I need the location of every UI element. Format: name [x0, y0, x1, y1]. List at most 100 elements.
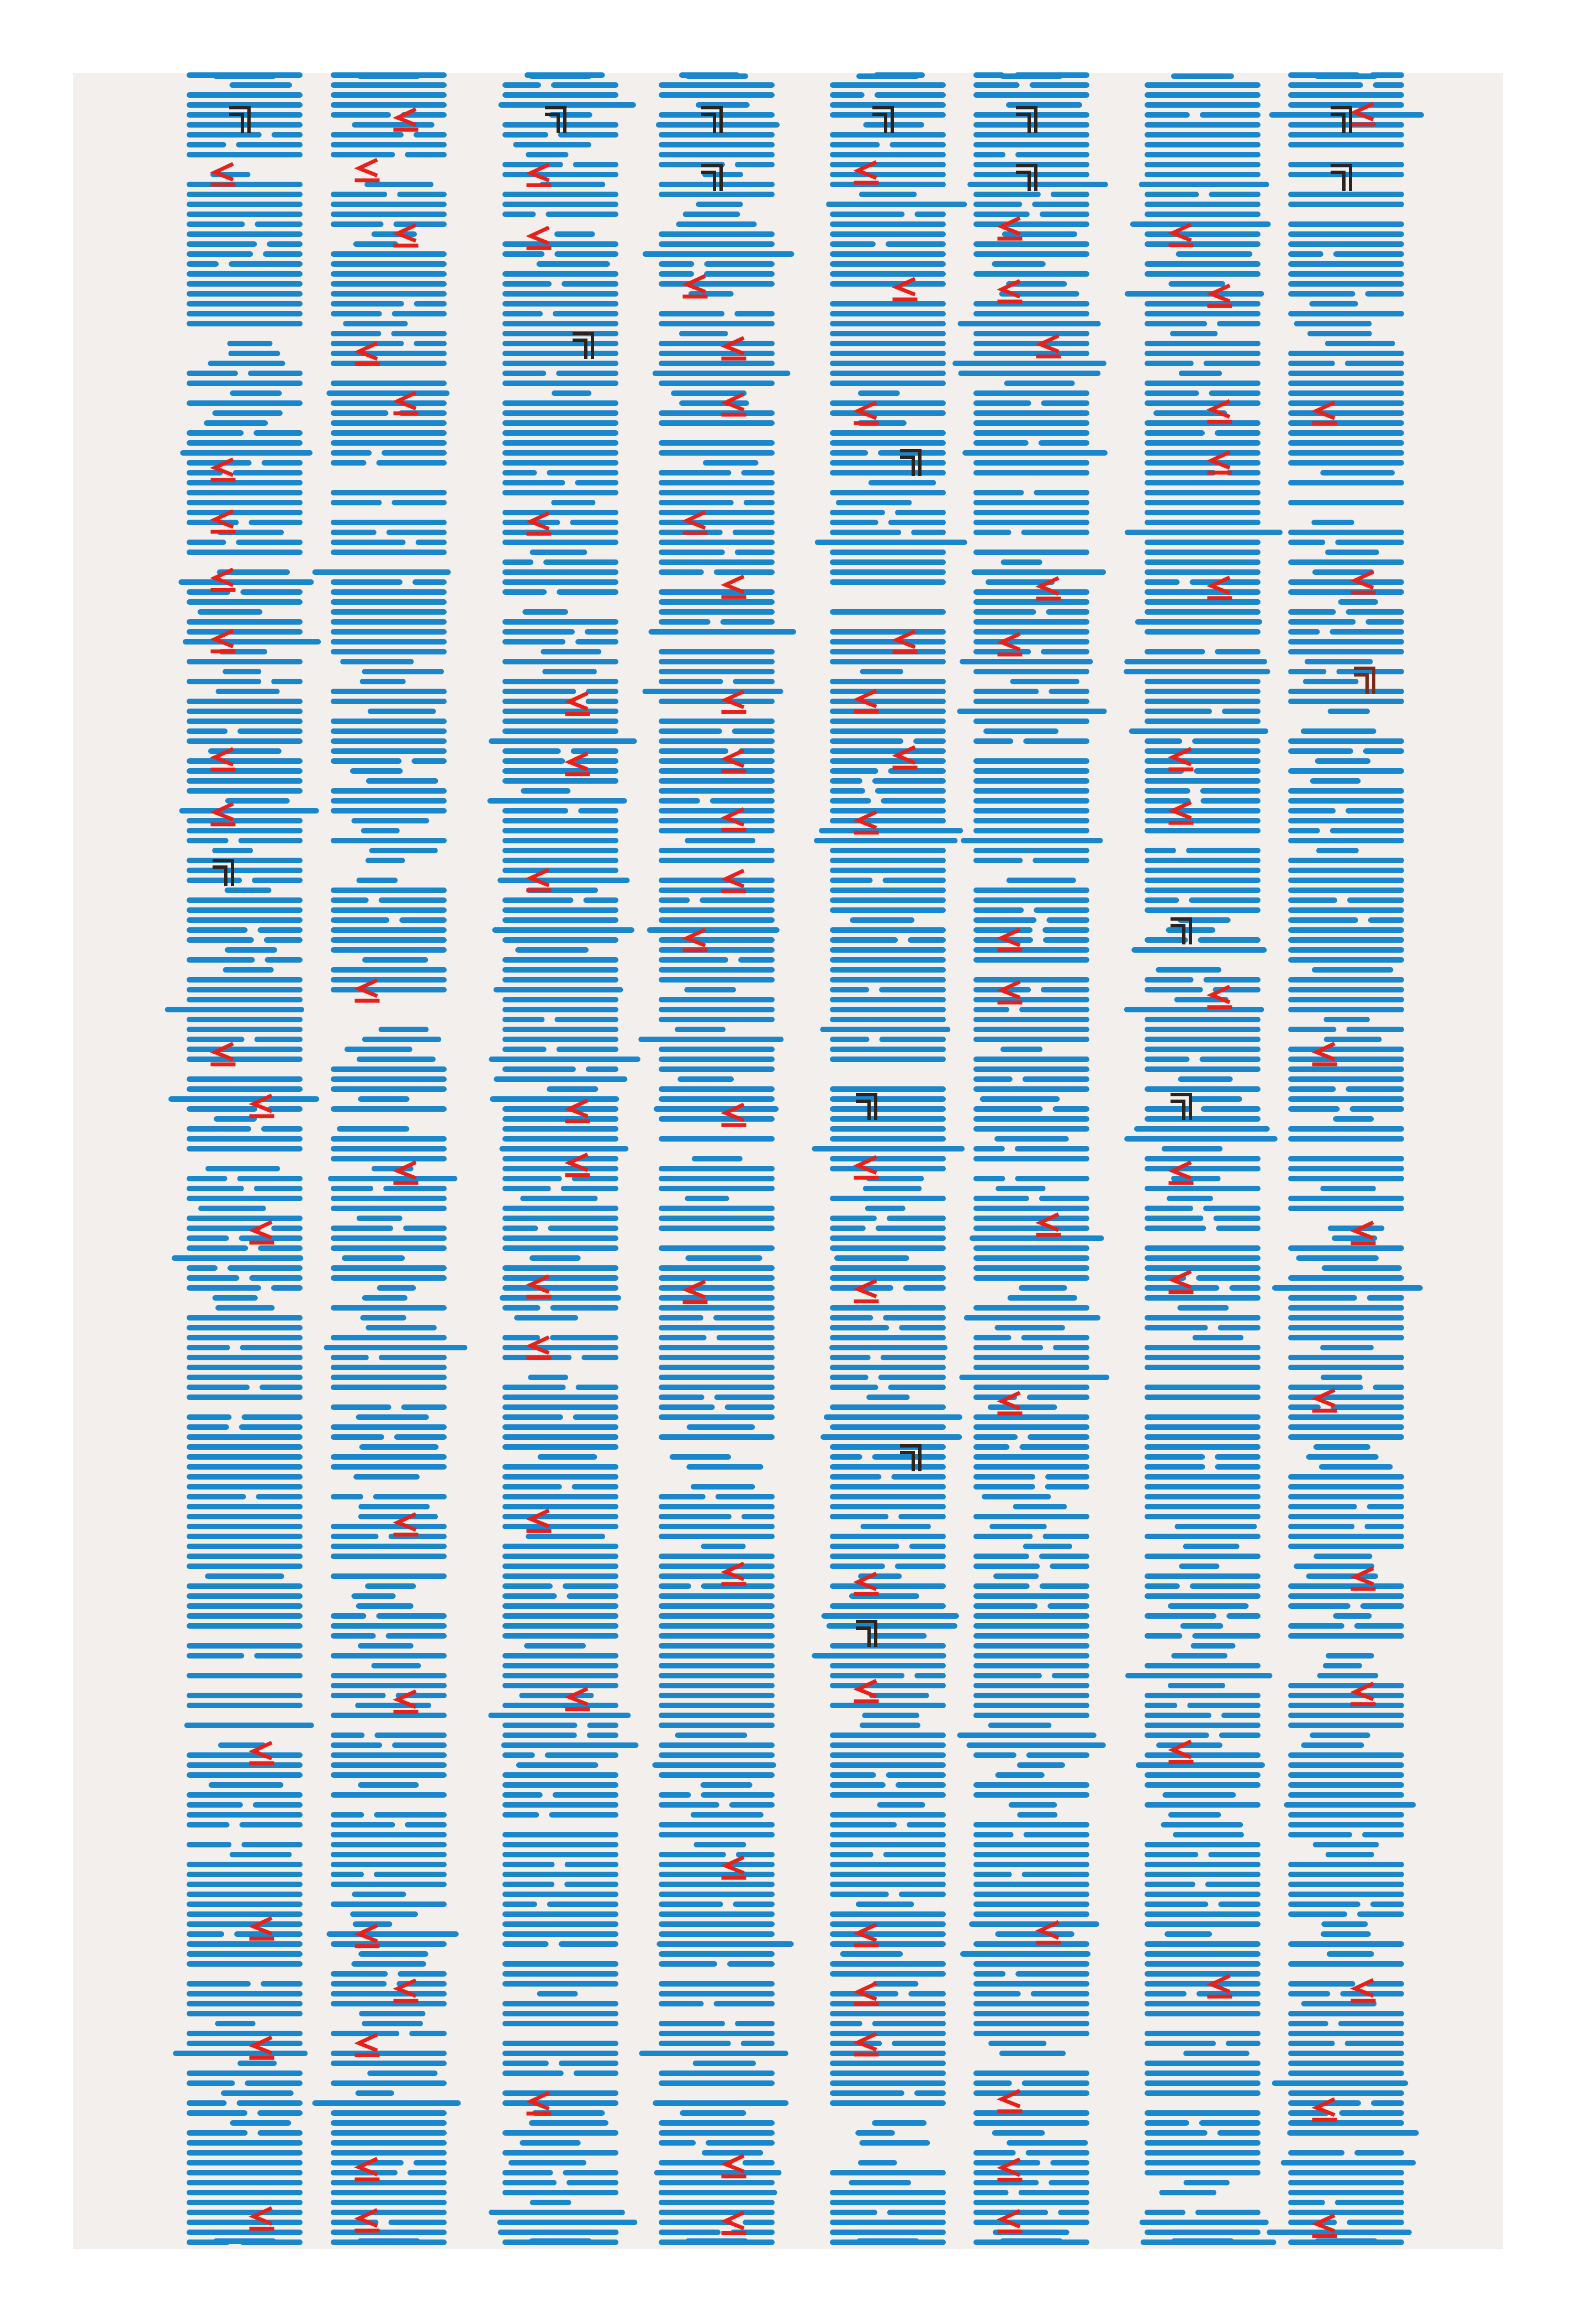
angle-chevron-icon: [853, 1678, 879, 1704]
angle-chevron-icon: [853, 160, 879, 185]
angle-chevron-icon: [248, 2035, 274, 2060]
angle-chevron-icon: [354, 2208, 380, 2233]
angle-chevron-icon: [393, 390, 419, 415]
angle-chevron-icon: [1168, 1160, 1194, 1185]
angle-chevron-icon: [892, 745, 918, 770]
angle-chevron-icon: [1350, 570, 1376, 595]
square-hook-icon: [701, 106, 723, 133]
angle-chevron-icon: [1311, 2097, 1337, 2122]
angle-chevron-icon: [393, 107, 419, 132]
angle-chevron-icon: [682, 1279, 708, 1304]
angle-chevron-icon: [721, 1855, 746, 1880]
angle-chevron-icon: [526, 1508, 552, 1533]
square-hook-icon: [872, 106, 894, 133]
angle-chevron-icon: [1206, 283, 1232, 308]
angle-chevron-icon: [997, 632, 1023, 657]
square-hook-icon: [229, 106, 251, 133]
angle-chevron-icon: [997, 2089, 1023, 2114]
angle-chevron-icon: [682, 928, 708, 953]
angle-chevron-icon: [210, 509, 236, 534]
angle-chevron-icon: [1206, 450, 1232, 475]
angle-chevron-icon: [853, 689, 879, 714]
angle-chevron-icon: [997, 2209, 1023, 2233]
angle-chevron-icon: [1350, 102, 1376, 126]
angle-chevron-icon: [248, 1741, 274, 1766]
angle-chevron-icon: [853, 810, 879, 835]
angle-chevron-icon: [210, 567, 236, 592]
square-hook-icon: [1171, 1093, 1192, 1120]
angle-chevron-icon: [853, 1981, 879, 2006]
angle-chevron-icon: [248, 1220, 274, 1245]
angle-chevron-icon: [354, 978, 380, 1003]
stroke-layer: [165, 72, 1425, 2245]
angle-chevron-icon: [1035, 1920, 1061, 1945]
angle-chevron-icon: [1168, 800, 1194, 825]
square-hook-icon: [1016, 106, 1037, 133]
angle-chevron-icon: [1168, 223, 1194, 247]
angle-chevron-icon: [721, 868, 746, 894]
angle-chevron-icon: [997, 216, 1023, 241]
angle-chevron-icon: [682, 510, 708, 535]
angle-chevron-icon: [721, 2210, 746, 2236]
angle-chevron-icon: [721, 392, 746, 417]
angle-chevron-icon: [721, 336, 746, 361]
angle-chevron-icon: [997, 927, 1023, 952]
mark-layer: [210, 102, 1376, 2238]
angle-chevron-icon: [892, 629, 918, 654]
angle-chevron-icon: [210, 628, 236, 653]
angle-chevron-icon: [248, 2206, 274, 2231]
angle-chevron-icon: [526, 162, 552, 187]
angle-chevron-icon: [721, 807, 746, 832]
angle-chevron-icon: [997, 279, 1023, 304]
angle-chevron-icon: [393, 1978, 419, 2003]
angle-chevron-icon: [564, 1687, 590, 1712]
square-hook-icon: [856, 1620, 877, 1647]
angle-chevron-icon: [1311, 400, 1337, 425]
angle-chevron-icon: [721, 689, 746, 714]
angle-chevron-icon: [210, 457, 236, 482]
angle-chevron-icon: [210, 162, 236, 187]
angle-chevron-icon: [526, 511, 552, 536]
angle-chevron-icon: [853, 1279, 879, 1303]
angle-chevron-icon: [721, 1561, 746, 1586]
angle-chevron-icon: [1035, 1212, 1061, 1237]
angle-chevron-icon: [210, 1042, 236, 1066]
angle-chevron-icon: [1206, 399, 1232, 424]
angle-chevron-icon: [526, 1274, 552, 1299]
angle-chevron-icon: [1206, 1974, 1232, 1999]
angle-chevron-icon: [721, 574, 746, 599]
angle-chevron-icon: [1035, 334, 1061, 358]
angle-chevron-icon: [564, 1098, 590, 1123]
angle-chevron-icon: [1350, 1978, 1376, 2003]
angle-chevron-icon: [393, 223, 419, 248]
angle-chevron-icon: [1350, 1681, 1376, 1707]
angle-chevron-icon: [1311, 1388, 1337, 1413]
angle-chevron-icon: [853, 1155, 879, 1180]
angle-chevron-icon: [393, 1512, 419, 1537]
square-hook-icon: [1171, 917, 1192, 944]
angle-chevron-icon: [853, 1922, 879, 1947]
angle-chevron-icon: [1035, 576, 1061, 601]
angle-chevron-icon: [1206, 985, 1232, 1010]
angle-chevron-icon: [1311, 2214, 1337, 2238]
angle-chevron-icon: [354, 2157, 380, 2182]
angle-chevron-icon: [354, 341, 380, 366]
angle-chevron-icon: [210, 802, 236, 827]
angle-chevron-icon: [248, 1094, 274, 1118]
angle-chevron-icon: [1350, 1221, 1376, 1245]
angle-chevron-icon: [564, 1152, 590, 1177]
angle-chevron-icon: [354, 1924, 380, 1948]
paper-sheet: [73, 73, 1503, 2249]
angle-chevron-icon: [997, 1391, 1023, 1415]
angle-chevron-icon: [393, 1689, 419, 1714]
angle-chevron-icon: [564, 752, 590, 777]
square-hook-icon: [1331, 106, 1352, 133]
angle-chevron-icon: [393, 1160, 419, 1185]
angle-chevron-icon: [354, 2032, 380, 2057]
angle-chevron-icon: [564, 691, 590, 716]
angle-chevron-icon: [248, 1916, 274, 1941]
angle-chevron-icon: [354, 157, 380, 183]
angle-chevron-icon: [1350, 1566, 1376, 1591]
angle-chevron-icon: [721, 748, 746, 773]
